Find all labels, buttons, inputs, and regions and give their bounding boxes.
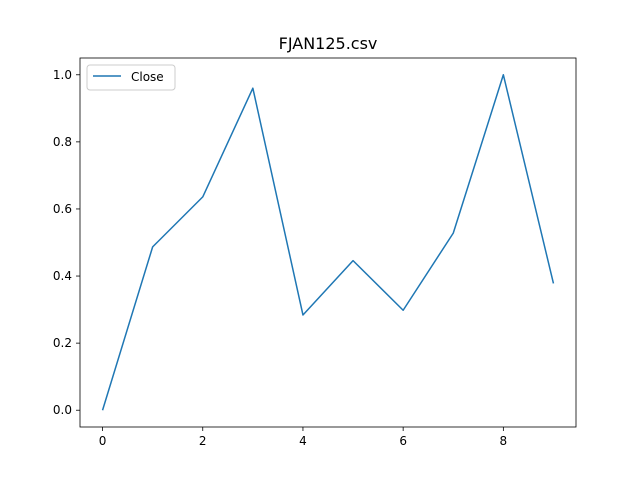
x-tick-label: 0 — [99, 434, 107, 448]
x-tick-label: 6 — [399, 434, 407, 448]
y-tick-label: 0.0 — [53, 403, 72, 417]
x-axis-ticks: 0 2 4 6 8 — [99, 427, 507, 448]
plot-background — [80, 58, 576, 427]
series-line-close — [101, 74, 555, 411]
y-tick-label: 0.8 — [53, 135, 72, 149]
series-layer — [101, 74, 555, 411]
plot-frame — [79, 57, 577, 428]
x-tick-label: 8 — [500, 434, 508, 448]
y-tick-label: 1.0 — [53, 68, 72, 82]
y-tick-label: 0.2 — [53, 336, 72, 350]
legend-label-close: Close — [131, 70, 164, 84]
y-axis-ticks: 0.0 0.2 0.4 0.6 0.8 1.0 — [53, 68, 80, 417]
legend: Close — [86, 64, 176, 91]
y-tick-label: 0.6 — [53, 202, 72, 216]
x-tick-label: 4 — [299, 434, 307, 448]
plot-area — [80, 58, 576, 427]
legend-box — [86, 64, 176, 91]
x-tick-label: 2 — [199, 434, 207, 448]
y-tick-label: 0.4 — [53, 269, 72, 283]
chart-title: FJAN125.csv — [279, 34, 378, 53]
